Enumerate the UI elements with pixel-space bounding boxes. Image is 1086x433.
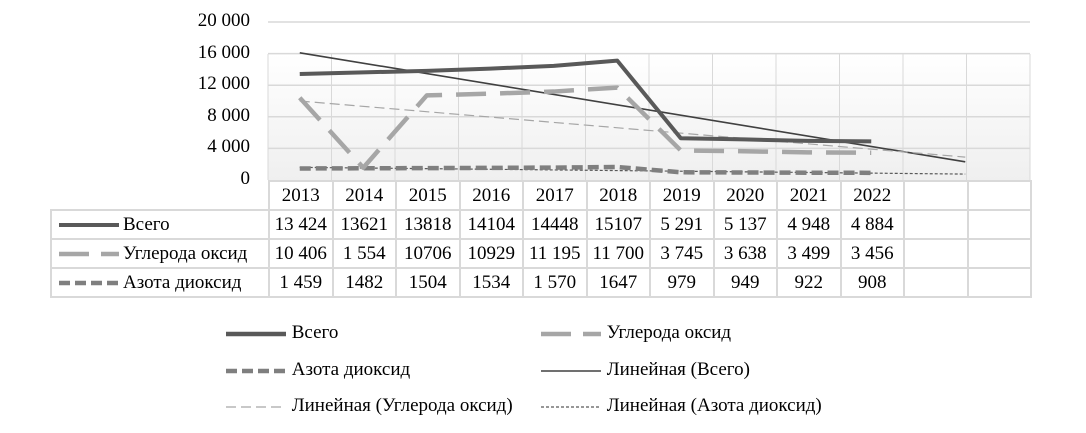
- short-dash-key-icon: [59, 280, 119, 286]
- table-cell: 11 700: [585, 238, 651, 269]
- table-cell: [966, 267, 1032, 298]
- trendline: [299, 100, 966, 158]
- table-cell: 10706: [395, 238, 461, 269]
- legend-item-trend-vsego: Линейная (Всего): [540, 359, 750, 381]
- series-line: [298, 85, 872, 170]
- table-cell: 13621: [331, 209, 397, 240]
- series-row-label: Азота диоксид: [50, 267, 270, 298]
- table-cell: 14448: [522, 209, 588, 240]
- table-cell: 1 570: [522, 267, 588, 298]
- legend-label: Линейная (Азота диоксид): [606, 395, 822, 416]
- table-corner: [51, 181, 270, 211]
- legend-item-no2: Азота диоксид: [225, 359, 410, 381]
- table-cell: [966, 238, 1032, 269]
- thin-dot-key-icon: [541, 406, 601, 408]
- table-header-row: 2013 2014 2015 2016 2017 2018 2019 2020 2021 2022: [51, 180, 1032, 211]
- table-year-header: 2016: [458, 180, 524, 211]
- table-cell: 1482: [331, 267, 397, 298]
- table-cell: [966, 209, 1032, 240]
- table-cell: 13 424: [268, 209, 334, 240]
- table-year-header: 2013: [268, 180, 334, 211]
- short-dash-key-icon: [226, 368, 286, 373]
- legend-label: Азота диоксид: [291, 359, 411, 380]
- legend-item-co: Углерода оксид: [540, 322, 731, 344]
- series-row-label: Всего: [50, 209, 270, 240]
- table-year-header: [966, 180, 1032, 211]
- table-cell: 4 884: [839, 209, 905, 240]
- long-dash-key-icon: [541, 331, 601, 336]
- legend-label: Всего: [291, 322, 339, 343]
- series-line: [299, 58, 872, 144]
- table-cell: 1534: [458, 267, 524, 298]
- solid-line-key-icon: [59, 223, 119, 228]
- category-gridlines: [267, 54, 1031, 180]
- trendline: [299, 166, 966, 175]
- table-cell: 13818: [395, 209, 461, 240]
- long-dash-key-icon: [59, 251, 119, 257]
- table-year-header: 2020: [712, 180, 778, 211]
- table-cell: 949: [712, 267, 778, 298]
- table-year-header: 2014: [331, 180, 397, 211]
- table-cell: 1504: [395, 267, 461, 298]
- table-cell: 14104: [458, 209, 524, 240]
- table-year-header: 2019: [649, 180, 715, 211]
- table-cell: 3 745: [649, 238, 715, 269]
- table-cell: 3 456: [839, 238, 905, 269]
- table-row: Всего 13 424 13621 13818 14104 14448 15107 5 29…: [50, 209, 1032, 240]
- table-year-header: 2021: [776, 180, 842, 211]
- y-tick-label: 4 000: [207, 136, 250, 158]
- legend-item-vsego: Всего: [225, 322, 338, 344]
- table-row: Азота диоксид 1 459 1482 1504 1534 1 570 1647 9…: [50, 267, 1032, 298]
- y-tick-label: 16 000: [197, 41, 250, 63]
- table-cell: 908: [839, 267, 905, 298]
- table-cell: 3 499: [776, 238, 842, 269]
- table-cell: [903, 267, 969, 298]
- table-cell: [903, 238, 969, 269]
- legend-label: Линейная (Всего): [606, 359, 750, 380]
- table-year-header: 2018: [585, 180, 651, 211]
- series-row-label: Углерода оксид: [50, 238, 270, 269]
- y-tick-label: 20 000: [197, 10, 250, 31]
- table-cell: 10 406: [268, 238, 334, 269]
- table-cell: 1 459: [268, 267, 334, 298]
- table-year-header: 2015: [395, 180, 461, 211]
- table-cell: 15107: [585, 209, 651, 240]
- table-cell: 11 195: [522, 238, 588, 269]
- table-cell: 1647: [585, 267, 651, 298]
- y-tick-label: 0: [240, 168, 251, 189]
- table-cell: 1 554: [331, 238, 397, 269]
- table-cell: 5 137: [712, 209, 778, 240]
- solid-line-key-icon: [226, 331, 286, 336]
- data-series: [298, 58, 872, 176]
- thin-dash-key-icon: [226, 406, 286, 408]
- legend-item-trend-no2: Линейная (Азота диоксид): [540, 395, 822, 417]
- table-year-header: 2017: [522, 180, 588, 211]
- table-year-header: [903, 180, 969, 211]
- table-cell: 5 291: [649, 209, 715, 240]
- table-cell: 3 638: [712, 238, 778, 269]
- data-table: 2013 2014 2015 2016 2017 2018 2019 2020 2021 2022…: [50, 180, 1032, 298]
- table-row: Углерода оксид 10 406 1 554 10706 10929 11 19…: [50, 238, 1032, 269]
- y-tick-label: 12 000: [197, 73, 250, 95]
- thin-line-key-icon: [541, 369, 601, 372]
- table-cell: 979: [649, 267, 715, 298]
- table-cell: 10929: [458, 238, 524, 269]
- table-cell: 922: [776, 267, 842, 298]
- table-cell: [903, 209, 969, 240]
- y-tick-label: 8 000: [207, 104, 250, 126]
- legend-label: Линейная (Углерода оксид): [291, 395, 513, 416]
- legend-label: Углерода оксид: [606, 322, 732, 343]
- legend-item-trend-co: Линейная (Углерода оксид): [225, 395, 513, 417]
- table-year-header: 2022: [839, 180, 905, 211]
- table-cell: 4 948: [776, 209, 842, 240]
